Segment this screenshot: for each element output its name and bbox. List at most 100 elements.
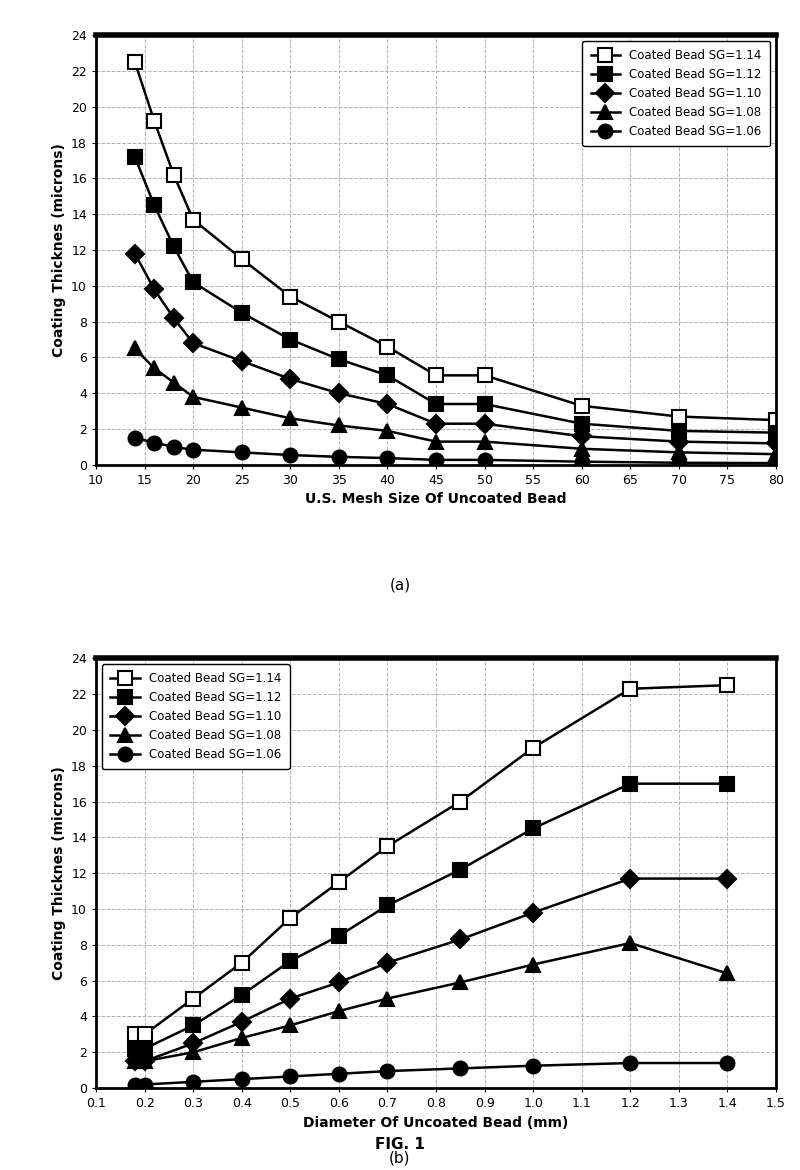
Coated Bead SG=1.14 <box>286 911 295 925</box>
Coated Bead SG=1.12 <box>771 426 781 440</box>
Coated Bead SG=1.06 <box>674 456 684 470</box>
Coated Bead SG=1.10 <box>334 976 344 990</box>
Coated Bead SG=1.06 <box>480 453 490 467</box>
Coated Bead SG=1.10 <box>150 282 159 296</box>
Coated Bead SG=1.10 <box>188 1037 198 1051</box>
Legend: Coated Bead SG=1.14, Coated Bead SG=1.12, Coated Bead SG=1.10, Coated Bead SG=1.: Coated Bead SG=1.14, Coated Bead SG=1.12… <box>582 41 770 146</box>
Coated Bead SG=1.06 <box>169 440 178 454</box>
Coated Bead SG=1.10 <box>169 311 178 325</box>
Coated Bead SG=1.06 <box>188 1075 198 1089</box>
Coated Bead SG=1.14 <box>528 741 538 755</box>
Coated Bead SG=1.08 <box>431 434 441 448</box>
Coated Bead SG=1.10 <box>237 1014 246 1028</box>
Coated Bead SG=1.12 <box>130 1041 140 1055</box>
Coated Bead SG=1.14 <box>674 410 684 424</box>
Coated Bead SG=1.14 <box>140 1027 150 1041</box>
Coated Bead SG=1.08 <box>286 412 295 426</box>
Coated Bead SG=1.10 <box>674 434 684 448</box>
Coated Bead SG=1.12 <box>382 369 392 383</box>
Line: Coated Bead SG=1.08: Coated Bead SG=1.08 <box>128 342 783 461</box>
Coated Bead SG=1.10 <box>140 1054 150 1068</box>
Coated Bead SG=1.08 <box>577 442 586 456</box>
Coated Bead SG=1.14 <box>626 682 635 696</box>
Coated Bead SG=1.06 <box>150 435 159 449</box>
Coated Bead SG=1.14 <box>455 794 465 808</box>
Coated Bead SG=1.08 <box>150 362 159 376</box>
Coated Bead SG=1.12 <box>382 899 392 913</box>
Legend: Coated Bead SG=1.14, Coated Bead SG=1.12, Coated Bead SG=1.10, Coated Bead SG=1.: Coated Bead SG=1.14, Coated Bead SG=1.12… <box>102 665 290 770</box>
Coated Bead SG=1.14 <box>286 289 295 303</box>
Coated Bead SG=1.14 <box>169 167 178 181</box>
Coated Bead SG=1.10 <box>237 355 246 369</box>
Line: Coated Bead SG=1.08: Coated Bead SG=1.08 <box>128 936 734 1068</box>
Coated Bead SG=1.12 <box>237 987 246 1002</box>
Coated Bead SG=1.06 <box>722 1057 732 1071</box>
Coated Bead SG=1.10 <box>130 1054 140 1068</box>
Coated Bead SG=1.14 <box>334 315 344 329</box>
Line: Coated Bead SG=1.12: Coated Bead SG=1.12 <box>128 777 734 1055</box>
Coated Bead SG=1.12 <box>140 1041 150 1055</box>
Coated Bead SG=1.12 <box>577 417 586 431</box>
Coated Bead SG=1.10 <box>382 397 392 411</box>
Line: Coated Bead SG=1.12: Coated Bead SG=1.12 <box>128 150 783 440</box>
Coated Bead SG=1.08 <box>334 1004 344 1018</box>
Coated Bead SG=1.10 <box>286 372 295 386</box>
Coated Bead SG=1.06 <box>130 1078 140 1092</box>
Coated Bead SG=1.14 <box>771 413 781 427</box>
Coated Bead SG=1.10 <box>528 906 538 920</box>
Coated Bead SG=1.10 <box>130 247 140 261</box>
Coated Bead SG=1.08 <box>188 1045 198 1059</box>
Coated Bead SG=1.14 <box>382 839 392 853</box>
Coated Bead SG=1.08 <box>169 376 178 390</box>
Coated Bead SG=1.14 <box>188 991 198 1005</box>
Coated Bead SG=1.06 <box>528 1059 538 1073</box>
Coated Bead SG=1.06 <box>237 446 246 460</box>
Coated Bead SG=1.08 <box>140 1054 150 1068</box>
Coated Bead SG=1.12 <box>188 1018 198 1032</box>
Coated Bead SG=1.08 <box>237 1031 246 1045</box>
Line: Coated Bead SG=1.10: Coated Bead SG=1.10 <box>129 247 782 449</box>
Coated Bead SG=1.08 <box>286 1018 295 1032</box>
Coated Bead SG=1.06 <box>455 1061 465 1075</box>
Coated Bead SG=1.14 <box>431 369 441 383</box>
Line: Coated Bead SG=1.10: Coated Bead SG=1.10 <box>129 873 734 1067</box>
Coated Bead SG=1.12 <box>286 954 295 968</box>
Coated Bead SG=1.10 <box>626 872 635 886</box>
Coated Bead SG=1.14 <box>382 339 392 353</box>
Coated Bead SG=1.12 <box>150 198 159 212</box>
Coated Bead SG=1.06 <box>382 1064 392 1078</box>
X-axis label: Diameter Of Uncoated Bead (mm): Diameter Of Uncoated Bead (mm) <box>303 1116 569 1130</box>
Coated Bead SG=1.06 <box>334 1067 344 1081</box>
Coated Bead SG=1.14 <box>150 113 159 128</box>
Coated Bead SG=1.08 <box>334 419 344 433</box>
Coated Bead SG=1.08 <box>722 966 732 980</box>
Coated Bead SG=1.08 <box>480 434 490 448</box>
Coated Bead SG=1.08 <box>382 991 392 1005</box>
Coated Bead SG=1.06 <box>577 455 586 469</box>
Coated Bead SG=1.08 <box>528 957 538 971</box>
Coated Bead SG=1.14 <box>237 956 246 970</box>
Coated Bead SG=1.14 <box>334 875 344 889</box>
Coated Bead SG=1.12 <box>286 332 295 346</box>
Coated Bead SG=1.08 <box>771 447 781 461</box>
Coated Bead SG=1.08 <box>130 342 140 356</box>
Text: FIG. 1: FIG. 1 <box>375 1137 425 1151</box>
Coated Bead SG=1.06 <box>334 449 344 463</box>
Coated Bead SG=1.08 <box>674 446 684 460</box>
Coated Bead SG=1.14 <box>480 369 490 383</box>
Coated Bead SG=1.10 <box>286 991 295 1005</box>
Coated Bead SG=1.10 <box>382 956 392 970</box>
Coated Bead SG=1.12 <box>722 777 732 791</box>
Coated Bead SG=1.14 <box>577 399 586 413</box>
Coated Bead SG=1.10 <box>431 417 441 431</box>
Coated Bead SG=1.10 <box>771 436 781 450</box>
Coated Bead SG=1.10 <box>334 386 344 400</box>
Coated Bead SG=1.14 <box>237 252 246 266</box>
Coated Bead SG=1.06 <box>188 442 198 456</box>
Coated Bead SG=1.10 <box>722 872 732 886</box>
Coated Bead SG=1.10 <box>577 429 586 443</box>
Coated Bead SG=1.06 <box>431 453 441 467</box>
Line: Coated Bead SG=1.06: Coated Bead SG=1.06 <box>128 431 783 470</box>
Coated Bead SG=1.14 <box>130 55 140 69</box>
Coated Bead SG=1.08 <box>237 400 246 414</box>
